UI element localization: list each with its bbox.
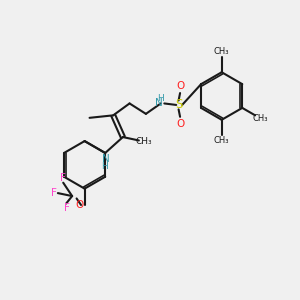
Text: CH₃: CH₃: [253, 114, 268, 123]
Text: F: F: [51, 188, 57, 198]
Text: N: N: [102, 154, 110, 164]
Text: O: O: [75, 200, 83, 210]
Text: F: F: [64, 203, 70, 213]
Text: N: N: [155, 98, 163, 109]
Text: H: H: [101, 161, 108, 170]
Text: O: O: [176, 81, 184, 91]
Text: CH₃: CH₃: [214, 136, 230, 145]
Text: F: F: [60, 173, 66, 183]
Text: CH₃: CH₃: [214, 47, 230, 56]
Text: H: H: [158, 94, 164, 103]
Text: CH₃: CH₃: [136, 137, 152, 146]
Text: O: O: [176, 119, 184, 129]
Text: S: S: [175, 98, 182, 111]
